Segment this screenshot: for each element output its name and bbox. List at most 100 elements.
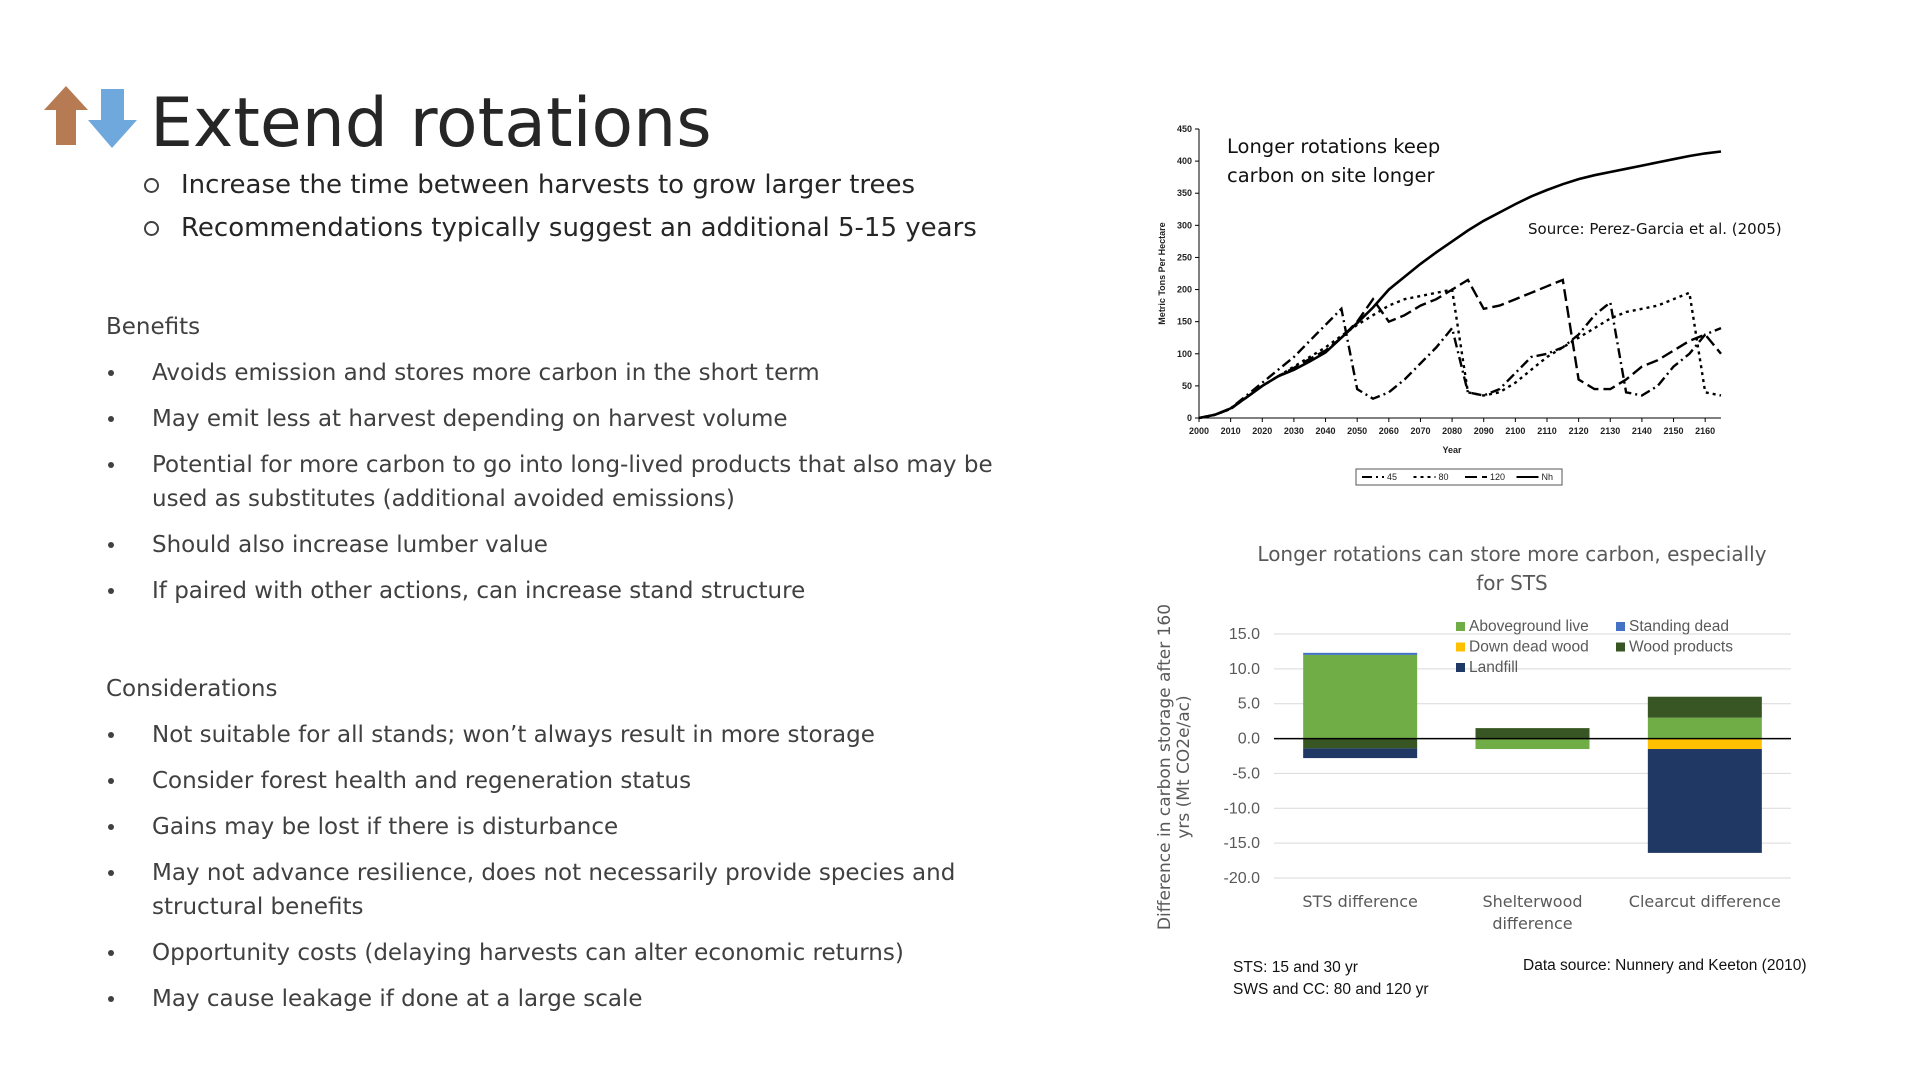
- sub-bullet-marker: [144, 221, 159, 236]
- bullet-text: May emit less at harvest depending on ha…: [152, 406, 788, 432]
- bullet-marker: [108, 588, 114, 594]
- bullet-marker: [108, 416, 114, 422]
- chart-title: Longer rotations can store more carbon, …: [1257, 542, 1767, 595]
- x-tick-label: 2120: [1569, 426, 1589, 436]
- series-line: [1198, 278, 1722, 420]
- sub-bullet: Recommendations typically suggest an add…: [144, 211, 977, 245]
- bullet-marker: [108, 996, 114, 1002]
- bullet-text: May not advance resilience, does not nec…: [152, 860, 956, 920]
- sub-bullet: Increase the time between harvests to gr…: [144, 168, 916, 202]
- bar-segment: [1475, 738, 1590, 750]
- bullet-item: Consider forest health and regeneration …: [106, 764, 1052, 798]
- legend-swatch: [1616, 622, 1625, 631]
- bullet-text: Potential for more carbon to go into lon…: [152, 452, 993, 512]
- bullet-item: Not suitable for all stands; won’t alway…: [106, 718, 1052, 752]
- legend-label: Wood products: [1629, 639, 1733, 656]
- x-tick-label: 2000: [1189, 426, 1209, 436]
- bar-segment: [1303, 654, 1418, 739]
- up-arrow-icon: [44, 86, 88, 145]
- bullet-item: May emit less at harvest depending on ha…: [106, 402, 1052, 436]
- slide-title: Extend rotations: [150, 84, 712, 163]
- legend-label: Landfill: [1469, 659, 1518, 676]
- bullet-marker: [108, 824, 114, 830]
- bullet-marker: [108, 732, 114, 738]
- bullet-text: If paired with other actions, can increa…: [152, 578, 806, 604]
- bar-segment: [1647, 717, 1762, 739]
- considerations-section: Considerations Not suitable for all stand…: [106, 672, 1066, 1028]
- x-tick-label: 2080: [1442, 426, 1462, 436]
- sub-bullet-marker: [144, 178, 159, 193]
- legend-swatch: [1456, 622, 1465, 631]
- y-tick-label: -15.0: [1224, 835, 1261, 852]
- y-axis-title: Metric Tons Per Hectare: [1157, 222, 1167, 324]
- bar-segment: [1303, 738, 1418, 749]
- chart-source: Source: Perez-Garcia et al. (2005): [1528, 220, 1782, 238]
- bullet-item: Potential for more carbon to go into lon…: [106, 448, 1052, 516]
- bullet-marker: [108, 542, 114, 548]
- legend-label: Down dead wood: [1469, 639, 1589, 656]
- y-tick-label: -5.0: [1232, 765, 1260, 782]
- bar-segment: [1475, 728, 1590, 739]
- y-tick-label: 150: [1177, 317, 1192, 327]
- y-axis-title: Difference in carbon storage after 160 y…: [1155, 603, 1194, 931]
- series-line: [1198, 150, 1722, 420]
- y-tick-label: -10.0: [1224, 800, 1261, 817]
- x-tick-label: STS difference: [1302, 892, 1418, 911]
- x-tick-label: 2110: [1537, 426, 1557, 436]
- bullet-item: Should also increase lumber value: [106, 528, 1052, 562]
- x-tick-label: Shelterwood difference: [1482, 892, 1583, 933]
- chart-note: STS: 15 and 30 yr: [1233, 959, 1358, 976]
- bullet-item: Avoids emission and stores more carbon i…: [106, 356, 1052, 390]
- bar-segment: [1647, 749, 1762, 853]
- bullet-marker: [108, 950, 114, 956]
- bullet-marker: [108, 778, 114, 784]
- x-axis-title: Year: [1442, 445, 1462, 455]
- x-tick-label: 2010: [1221, 426, 1241, 436]
- y-tick-label: 10.0: [1229, 661, 1260, 678]
- legend-box: [1355, 468, 1563, 486]
- bar-segment: [1303, 652, 1418, 655]
- y-tick-label: 300: [1177, 220, 1192, 230]
- legend-swatch: [1456, 663, 1465, 672]
- chart-annotation: Longer rotations keep carbon on site lon…: [1227, 135, 1441, 187]
- x-tick-label: 2130: [1600, 426, 1620, 436]
- legend-label: Standing dead: [1629, 618, 1729, 635]
- y-tick-label: 0: [1187, 413, 1192, 423]
- bullet-marker: [108, 462, 114, 468]
- legend-swatch: [1456, 642, 1465, 652]
- y-tick-label: 400: [1177, 156, 1192, 166]
- sub-bullet-text: Increase the time between harvests to gr…: [181, 170, 916, 200]
- bullet-text: Avoids emission and stores more carbon i…: [152, 360, 820, 386]
- y-tick-label: 15.0: [1229, 626, 1260, 643]
- x-tick-label: 2060: [1379, 426, 1399, 436]
- x-tick-label: 2160: [1695, 426, 1715, 436]
- sub-bullet-text: Recommendations typically suggest an add…: [181, 213, 977, 243]
- legend-label: Aboveground live: [1469, 618, 1589, 635]
- x-tick-label: 2140: [1632, 426, 1652, 436]
- down-arrow-icon: [88, 89, 137, 148]
- bullet-list: Not suitable for all stands; won’t alway…: [106, 718, 1066, 1016]
- series-line: [1198, 300, 1722, 420]
- y-tick-label: 100: [1177, 349, 1192, 359]
- x-tick-label: 2040: [1316, 426, 1336, 436]
- bullet-text: Consider forest health and regeneration …: [152, 768, 692, 794]
- bullet-text: Should also increase lumber value: [152, 532, 548, 558]
- bullet-item: May cause leakage if done at a large sca…: [106, 982, 1052, 1016]
- bullet-item: Gains may be lost if there is disturbanc…: [106, 810, 1052, 844]
- bullet-item: If paired with other actions, can increa…: [106, 574, 1052, 608]
- y-tick-label: 0.0: [1238, 731, 1260, 748]
- bullet-marker: [108, 870, 114, 876]
- x-tick-label: 2020: [1252, 426, 1272, 436]
- bar-segment: [1647, 738, 1762, 750]
- series-line: [1198, 288, 1722, 420]
- section-heading: Benefits: [106, 314, 201, 340]
- benefits-section: Benefits Avoids emission and stores more …: [106, 310, 1066, 620]
- x-tick-label: 2090: [1474, 426, 1494, 436]
- legend-swatch: [1616, 642, 1625, 652]
- section-heading: Considerations: [106, 676, 278, 702]
- chart-note: SWS and CC: 80 and 120 yr: [1233, 981, 1429, 998]
- legend-label: 120: [1490, 472, 1505, 482]
- x-tick-label: 2100: [1505, 426, 1525, 436]
- y-tick-label: 350: [1177, 188, 1192, 198]
